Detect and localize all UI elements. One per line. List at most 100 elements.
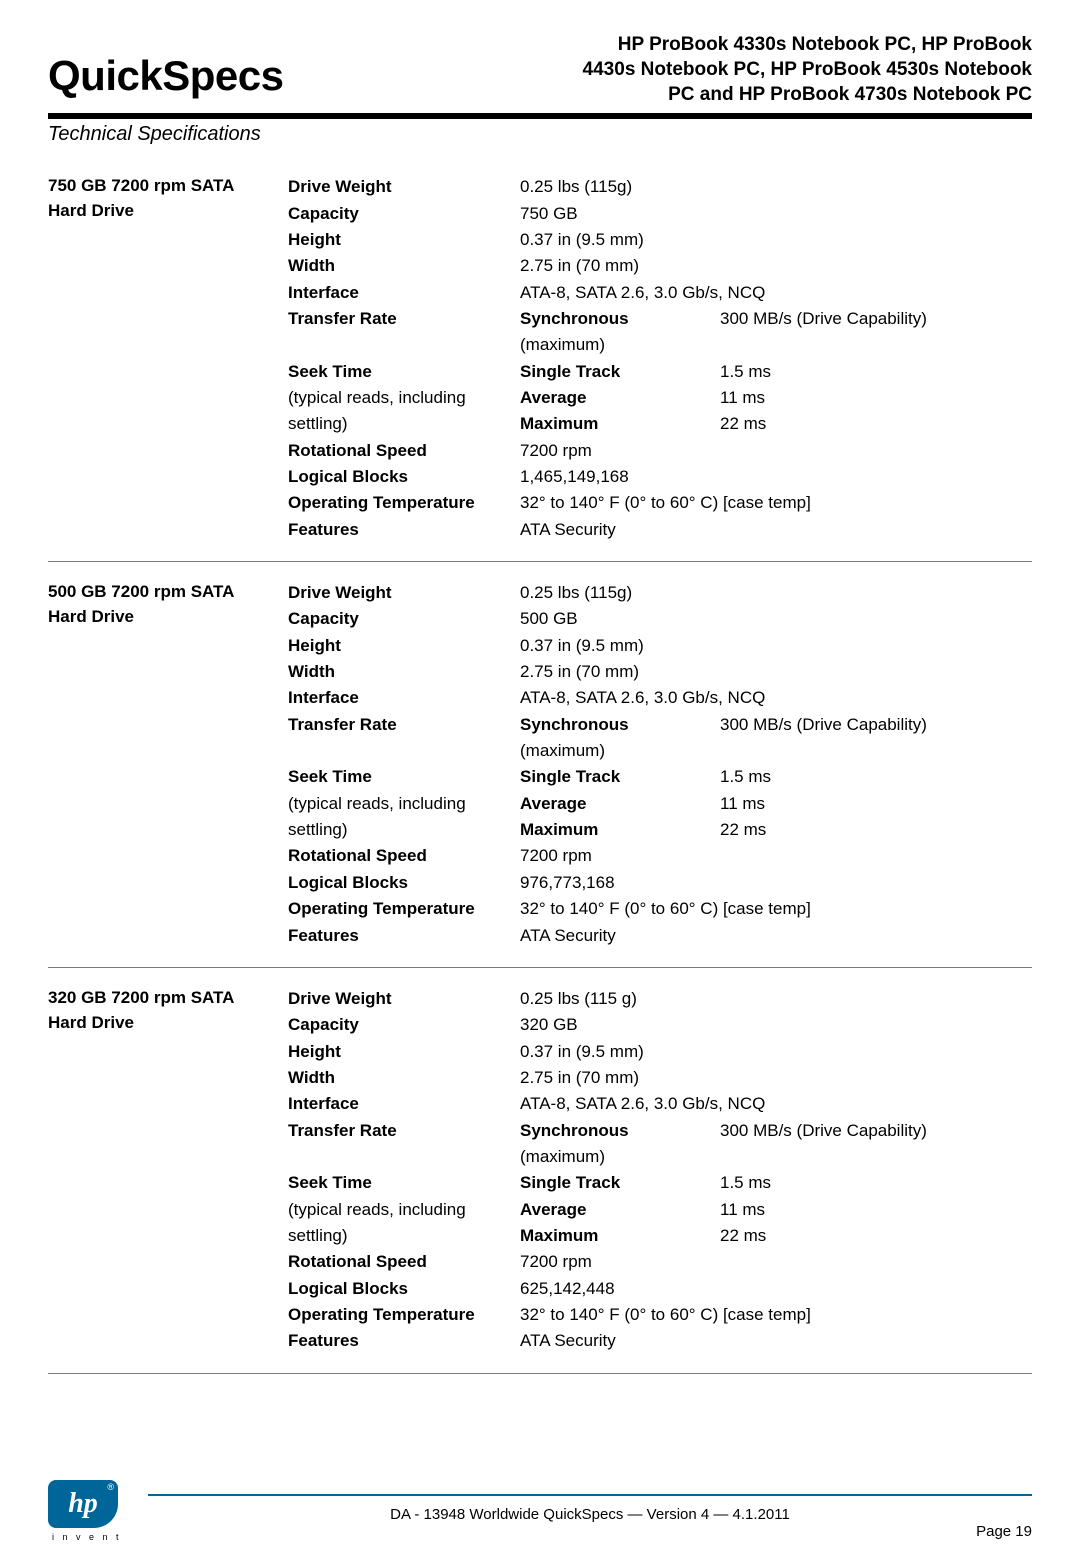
val-single-track: 1.5 ms [720,764,1032,790]
drive-name: 500 GB 7200 rpm SATA Hard Drive [48,580,288,949]
sync-val: 300 MB/s (Drive Capability) [720,306,1032,359]
seek-time-word: Seek Time [288,1173,372,1192]
label-operating-temperature: Operating Temperature [288,490,520,516]
hp-logo: hp ® i n v e n t [48,1480,138,1542]
val-height: 0.37 in (9.5 mm) [520,227,1032,253]
label-average: Average [520,385,720,411]
title-line-1: HP ProBook 4330s Notebook PC, HP ProBook [583,32,1032,57]
val-single-track: 1.5 ms [720,359,1032,385]
label-rotational-speed: Rotational Speed [288,1249,520,1275]
label-maximum: Maximum [520,1223,720,1249]
label-average: Average [520,791,720,817]
label-operating-temperature: Operating Temperature [288,896,520,922]
footer: hp ® i n v e n t DA - 13948 Worldwide Qu… [48,1452,1032,1542]
sync-val: 300 MB/s (Drive Capability) [720,712,1032,765]
drive-name-line1: 500 GB 7200 rpm SATA [48,580,288,605]
sync-word: Synchronous [520,715,629,734]
label-single-track: Single Track [520,1170,720,1196]
label-features: Features [288,517,520,543]
seek-sub1: (typical reads, including [288,388,466,407]
label-logical-blocks: Logical Blocks [288,464,520,490]
label-drive-weight: Drive Weight [288,580,520,606]
label-single-track: Single Track [520,359,720,385]
val-logical-blocks: 976,773,168 [520,870,1032,896]
label-average: Average [520,1197,720,1223]
seek-time-word: Seek Time [288,362,372,381]
header-rule [48,113,1032,119]
val-rotational-speed: 7200 rpm [520,843,1032,869]
label-interface: Interface [288,280,520,306]
sync-sub: (maximum) [520,741,605,760]
title-line-3: PC and HP ProBook 4730s Notebook PC [583,82,1032,107]
label-operating-temperature: Operating Temperature [288,1302,520,1328]
drive-name: 750 GB 7200 rpm SATA Hard Drive [48,174,288,543]
sync-label: Synchronous (maximum) [520,1118,720,1171]
val-capacity: 750 GB [520,201,1032,227]
label-height: Height [288,227,520,253]
seek-sub2: settling) [288,820,348,839]
drive-name-line1: 320 GB 7200 rpm SATA [48,986,288,1011]
label-transfer-rate: Transfer Rate [288,306,520,332]
sync-label: Synchronous (maximum) [520,306,720,359]
invent-text: i n v e n t [52,1532,138,1542]
val-height: 0.37 in (9.5 mm) [520,1039,1032,1065]
val-logical-blocks: 1,465,149,168 [520,464,1032,490]
label-height: Height [288,1039,520,1065]
quickspecs-title: QuickSpecs [48,54,283,98]
val-features: ATA Security [520,1328,1032,1354]
label-capacity: Capacity [288,201,520,227]
val-width: 2.75 in (70 mm) [520,659,1032,685]
footer-text: DA - 13948 Worldwide QuickSpecs — Versio… [148,1506,1032,1523]
sync-sub: (maximum) [520,1147,605,1166]
divider [48,967,1032,968]
val-average: 11 ms [720,385,1032,411]
val-interface: ATA-8, SATA 2.6, 3.0 Gb/s, NCQ [520,685,1032,711]
val-drive-weight: 0.25 lbs (115g) [520,174,1032,200]
sync-word: Synchronous [520,309,629,328]
val-average: 11 ms [720,791,1032,817]
label-features: Features [288,1328,520,1354]
val-drive-weight: 0.25 lbs (115g) [520,580,1032,606]
label-logical-blocks: Logical Blocks [288,1276,520,1302]
val-logical-blocks: 625,142,448 [520,1276,1032,1302]
val-average: 11 ms [720,1197,1032,1223]
label-seek-time: Seek Time (typical reads, including sett… [288,359,520,438]
label-maximum: Maximum [520,411,720,437]
seek-sub1: (typical reads, including [288,794,466,813]
val-features: ATA Security [520,517,1032,543]
label-interface: Interface [288,1091,520,1117]
val-drive-weight: 0.25 lbs (115 g) [520,986,1032,1012]
registered-icon: ® [107,1482,114,1492]
val-interface: ATA-8, SATA 2.6, 3.0 Gb/s, NCQ [520,1091,1032,1117]
title-line-2: 4430s Notebook PC, HP ProBook 4530s Note… [583,57,1032,82]
label-transfer-rate: Transfer Rate [288,1118,520,1144]
seek-sub1: (typical reads, including [288,1200,466,1219]
label-features: Features [288,923,520,949]
label-width: Width [288,659,520,685]
section-subtitle: Technical Specifications [48,123,1032,146]
label-single-track: Single Track [520,764,720,790]
label-height: Height [288,633,520,659]
divider [48,1373,1032,1374]
label-rotational-speed: Rotational Speed [288,843,520,869]
val-single-track: 1.5 ms [720,1170,1032,1196]
label-maximum: Maximum [520,817,720,843]
label-interface: Interface [288,685,520,711]
drive-name-line2: Hard Drive [48,199,288,224]
seek-sub2: settling) [288,1226,348,1245]
drive-name-line2: Hard Drive [48,605,288,630]
val-rotational-speed: 7200 rpm [520,1249,1032,1275]
val-interface: ATA-8, SATA 2.6, 3.0 Gb/s, NCQ [520,280,1032,306]
drive-block-750gb: 750 GB 7200 rpm SATA Hard Drive Drive We… [48,174,1032,543]
drive-name: 320 GB 7200 rpm SATA Hard Drive [48,986,288,1355]
val-maximum: 22 ms [720,411,1032,437]
val-height: 0.37 in (9.5 mm) [520,633,1032,659]
sync-sub: (maximum) [520,335,605,354]
drive-block-500gb: 500 GB 7200 rpm SATA Hard Drive Drive We… [48,580,1032,949]
val-maximum: 22 ms [720,817,1032,843]
label-transfer-rate: Transfer Rate [288,712,520,738]
val-operating-temperature: 32° to 140° F (0° to 60° C) [case temp] [520,1302,1032,1328]
sync-label: Synchronous (maximum) [520,712,720,765]
val-maximum: 22 ms [720,1223,1032,1249]
drive-name-line1: 750 GB 7200 rpm SATA [48,174,288,199]
